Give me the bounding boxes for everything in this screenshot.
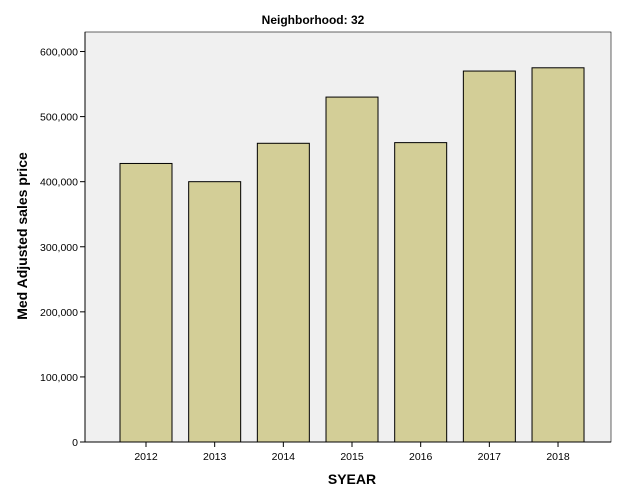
y-tick-label: 500,000 [40, 112, 78, 124]
chart-title: Neighborhood: 32 [262, 13, 365, 27]
bar-2014 [256, 142, 310, 443]
y-tick-label: 0 [72, 437, 78, 449]
x-axis-title: SYEAR [328, 471, 376, 487]
x-axis-ticks: 2012 2013 2014 2015 2016 2017 2018 [134, 442, 570, 463]
y-axis-ticks: 0 100,000 200,000 300,000 400,000 500,000 600,… [40, 47, 85, 449]
x-tick-label: 2018 [546, 451, 570, 463]
x-tick-label: 2017 [478, 451, 502, 463]
y-tick-label: 600,000 [40, 47, 78, 59]
x-tick-label: 2015 [340, 451, 364, 463]
bar-2013 [188, 181, 242, 443]
x-tick-label: 2016 [409, 451, 433, 463]
bar-2015 [325, 96, 379, 443]
x-tick-label: 2013 [203, 451, 227, 463]
bar-2017 [462, 70, 516, 443]
x-tick-label: 2012 [134, 451, 158, 463]
y-tick-label: 300,000 [40, 242, 78, 254]
bars-group [119, 67, 585, 443]
bar-2016 [394, 142, 448, 443]
y-tick-label: 100,000 [40, 372, 78, 384]
y-axis-title: Med Adjusted sales price [14, 152, 30, 320]
bar-2012 [119, 162, 173, 443]
bar-2018 [531, 67, 585, 443]
x-tick-label: 2014 [272, 451, 296, 463]
y-tick-label: 400,000 [40, 177, 78, 189]
y-tick-label: 200,000 [40, 307, 78, 319]
